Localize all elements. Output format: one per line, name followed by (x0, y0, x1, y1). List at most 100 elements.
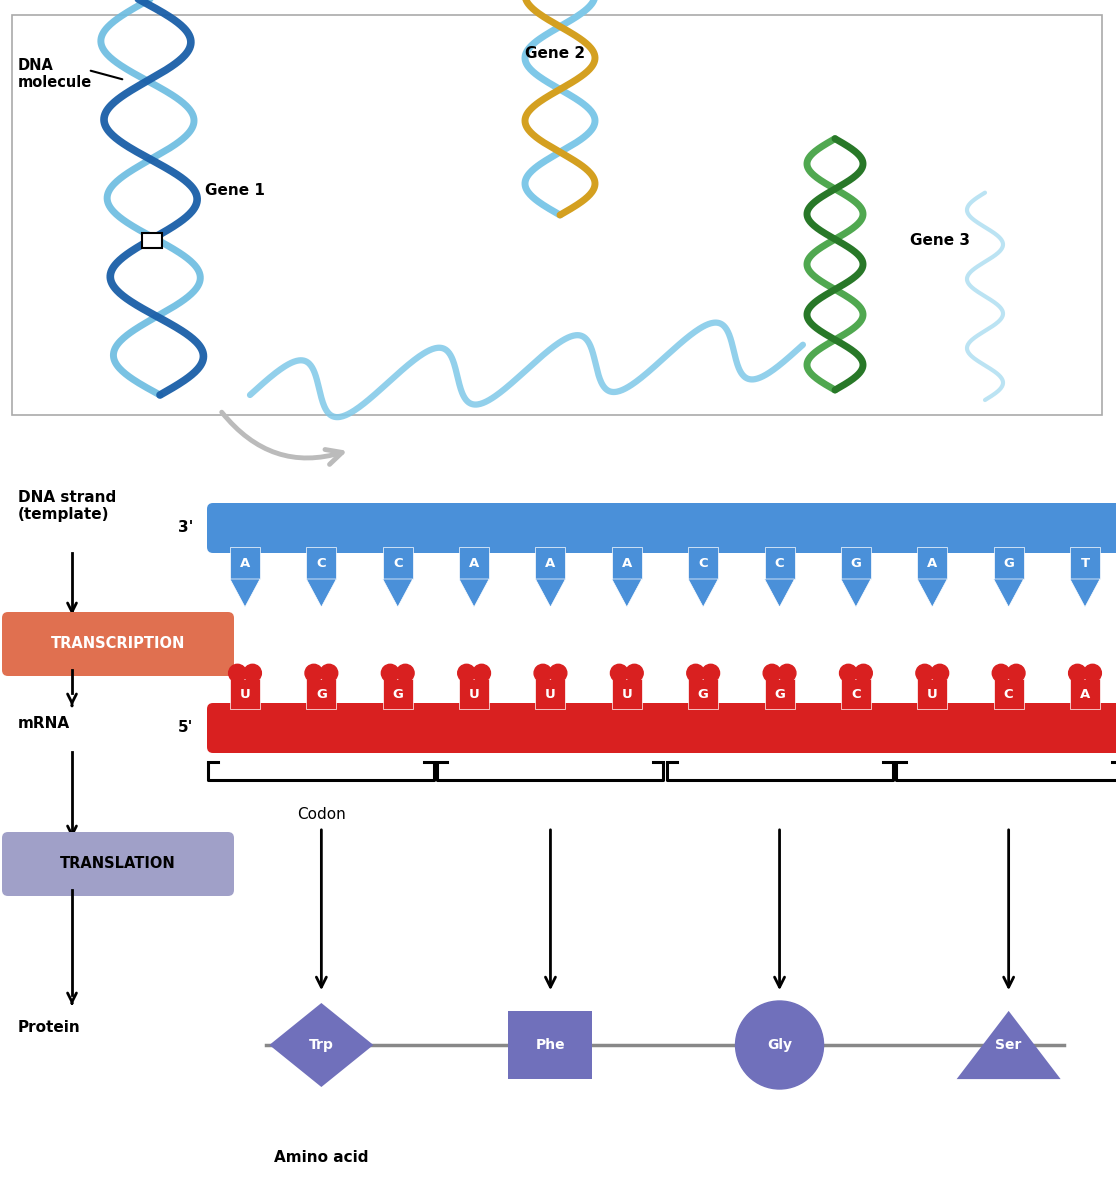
Circle shape (610, 665, 628, 682)
Text: 5': 5' (177, 720, 193, 736)
Text: Gly: Gly (767, 1038, 792, 1052)
Text: Ser: Ser (995, 1038, 1022, 1052)
Circle shape (473, 665, 490, 682)
Circle shape (702, 665, 720, 682)
FancyArrowPatch shape (222, 412, 343, 464)
FancyBboxPatch shape (206, 503, 1116, 553)
Circle shape (686, 665, 704, 682)
Polygon shape (764, 580, 795, 607)
Bar (142, 233, 162, 248)
Circle shape (396, 665, 414, 682)
Text: C: C (317, 557, 326, 570)
Polygon shape (993, 580, 1023, 607)
Text: A: A (927, 557, 937, 570)
Text: G: G (850, 557, 862, 570)
FancyBboxPatch shape (230, 547, 260, 580)
FancyBboxPatch shape (689, 547, 719, 580)
FancyBboxPatch shape (230, 679, 260, 709)
FancyBboxPatch shape (459, 679, 489, 709)
Text: TRANSCRIPTION: TRANSCRIPTION (51, 636, 185, 652)
Text: Protein: Protein (18, 1020, 80, 1036)
Circle shape (1069, 665, 1086, 682)
Text: G: G (393, 688, 403, 701)
Text: Trp: Trp (309, 1038, 334, 1052)
FancyBboxPatch shape (509, 1010, 593, 1080)
FancyBboxPatch shape (841, 679, 870, 709)
FancyBboxPatch shape (993, 679, 1023, 709)
Circle shape (916, 665, 933, 682)
FancyBboxPatch shape (917, 679, 947, 709)
Text: A: A (622, 557, 632, 570)
FancyBboxPatch shape (383, 547, 413, 580)
FancyBboxPatch shape (612, 547, 642, 580)
Circle shape (992, 665, 1010, 682)
Circle shape (763, 665, 781, 682)
Text: C: C (1003, 688, 1013, 701)
FancyBboxPatch shape (2, 612, 234, 676)
Text: U: U (927, 688, 937, 701)
Polygon shape (269, 1003, 374, 1087)
Text: U: U (240, 688, 250, 701)
Polygon shape (459, 580, 489, 607)
FancyBboxPatch shape (206, 703, 1116, 754)
FancyBboxPatch shape (689, 679, 719, 709)
Text: Gene 1: Gene 1 (205, 182, 264, 198)
FancyBboxPatch shape (307, 547, 336, 580)
Text: Phe: Phe (536, 1038, 566, 1052)
Circle shape (931, 665, 949, 682)
Circle shape (382, 665, 400, 682)
Text: TRANSLATION: TRANSLATION (60, 857, 176, 871)
Text: A: A (1080, 688, 1090, 701)
Text: Amino acid: Amino acid (275, 1151, 368, 1165)
Circle shape (229, 665, 247, 682)
Text: Gene 2: Gene 2 (525, 46, 585, 61)
Polygon shape (383, 580, 413, 607)
Text: U: U (545, 688, 556, 701)
FancyBboxPatch shape (383, 679, 413, 709)
Polygon shape (917, 580, 947, 607)
Circle shape (320, 665, 338, 682)
Text: C: C (775, 557, 785, 570)
Polygon shape (536, 580, 566, 607)
Text: G: G (775, 688, 785, 701)
Circle shape (305, 665, 323, 682)
Polygon shape (612, 580, 642, 607)
FancyBboxPatch shape (917, 547, 947, 580)
Text: DNA strand
(template): DNA strand (template) (18, 490, 116, 522)
Circle shape (243, 665, 261, 682)
FancyBboxPatch shape (612, 679, 642, 709)
Text: C: C (852, 688, 860, 701)
FancyBboxPatch shape (764, 679, 795, 709)
Text: DNA
molecule: DNA molecule (18, 58, 93, 90)
FancyBboxPatch shape (1070, 547, 1100, 580)
Circle shape (839, 665, 857, 682)
Polygon shape (689, 580, 719, 607)
Circle shape (458, 665, 475, 682)
FancyBboxPatch shape (1070, 679, 1100, 709)
Circle shape (778, 665, 796, 682)
Circle shape (626, 665, 643, 682)
FancyBboxPatch shape (459, 547, 489, 580)
Text: G: G (698, 688, 709, 701)
Polygon shape (307, 580, 336, 607)
Polygon shape (230, 580, 260, 607)
FancyBboxPatch shape (993, 547, 1023, 580)
FancyBboxPatch shape (764, 547, 795, 580)
Text: C: C (393, 557, 403, 570)
Polygon shape (1070, 580, 1100, 607)
Circle shape (1084, 665, 1101, 682)
Text: A: A (240, 557, 250, 570)
Circle shape (549, 665, 567, 682)
FancyBboxPatch shape (536, 547, 566, 580)
Text: A: A (546, 557, 556, 570)
Text: G: G (1003, 557, 1014, 570)
Circle shape (535, 665, 551, 682)
Circle shape (855, 665, 873, 682)
FancyBboxPatch shape (841, 547, 870, 580)
Circle shape (735, 1001, 824, 1090)
Text: Gene 3: Gene 3 (910, 233, 970, 248)
Text: A: A (469, 557, 479, 570)
Polygon shape (956, 1010, 1060, 1079)
Text: U: U (622, 688, 632, 701)
Text: U: U (469, 688, 480, 701)
